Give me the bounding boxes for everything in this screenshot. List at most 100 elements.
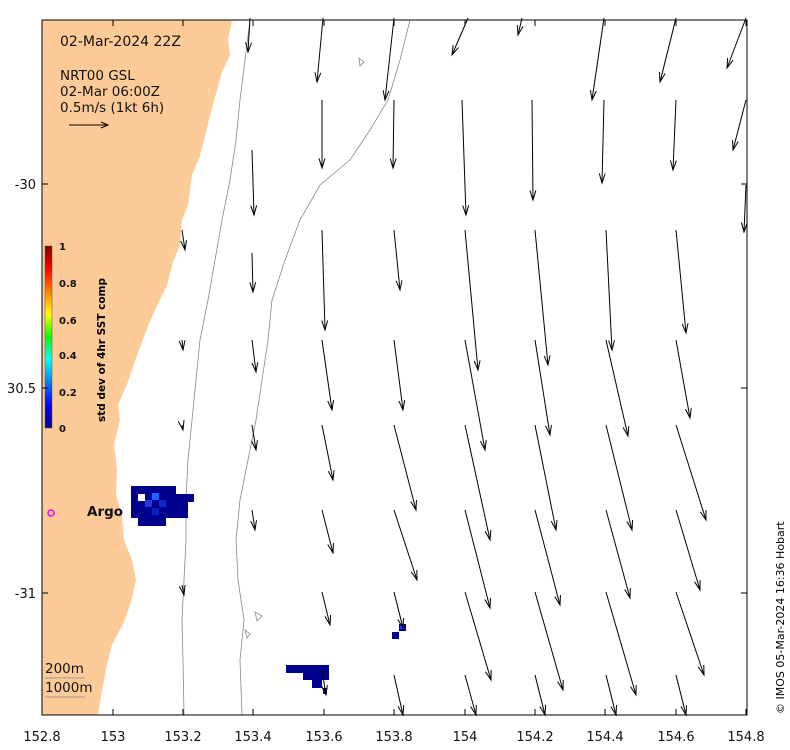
current-arrow xyxy=(393,339,406,412)
isobath-200m xyxy=(181,19,251,716)
current-arrow xyxy=(605,339,630,438)
current-arrow xyxy=(464,591,492,682)
x-tick-label: 153.4 xyxy=(234,730,271,745)
axis-ticks xyxy=(41,20,747,715)
current-arrow xyxy=(321,339,335,412)
current-arrow xyxy=(178,339,186,352)
colorbar-tick-02: 0.2 xyxy=(59,388,77,399)
x-axis-labels: 152.8 153 153.2 153.4 153.6 153.8 154 15… xyxy=(23,730,764,745)
current-arrow xyxy=(675,591,705,677)
current-arrow xyxy=(740,184,748,234)
current-arrow xyxy=(675,509,701,592)
current-arrow xyxy=(534,591,564,692)
x-tick-label: 154.8 xyxy=(727,730,764,745)
current-arrow xyxy=(732,99,747,152)
sst-cell xyxy=(131,494,194,502)
current-arrow xyxy=(534,509,561,607)
current-arrow xyxy=(669,99,677,172)
current-arrow xyxy=(464,674,477,717)
sst-cell xyxy=(392,632,399,639)
coastline-land xyxy=(42,20,232,715)
product-time: 02-Mar 06:00Z xyxy=(60,84,160,100)
current-arrow xyxy=(461,99,470,217)
current-arrow xyxy=(464,424,492,542)
current-arrow xyxy=(726,17,747,70)
current-arrow xyxy=(658,17,677,84)
current-arrow xyxy=(675,424,707,522)
current-arrow xyxy=(605,591,637,697)
isobath-island xyxy=(244,57,365,639)
sst-cell xyxy=(303,673,329,680)
current-arrow xyxy=(321,669,328,697)
y-tick-label: -31 xyxy=(15,587,36,602)
depth-legend-1000: 1000m xyxy=(45,680,93,696)
sst-cell xyxy=(312,680,322,688)
current-vectors xyxy=(177,17,748,717)
x-tick-label: 154 xyxy=(453,730,478,745)
argo-label: Argo xyxy=(87,504,124,520)
current-arrow xyxy=(393,509,418,582)
sst-cell xyxy=(152,508,159,515)
current-arrow xyxy=(251,424,258,452)
current-arrow xyxy=(389,99,397,170)
current-arrow xyxy=(534,339,552,437)
current-arrow xyxy=(250,509,257,532)
current-arrow xyxy=(675,339,692,420)
current-arrow xyxy=(605,424,634,532)
current-arrow xyxy=(675,229,689,335)
colorbar xyxy=(44,245,53,429)
current-arrow xyxy=(393,229,403,292)
current-arrow xyxy=(321,424,335,482)
current-arrow xyxy=(464,509,492,610)
current-arrow xyxy=(245,17,252,54)
x-tick-label: 154.6 xyxy=(657,730,694,745)
current-arrow xyxy=(598,99,606,185)
current-arrow xyxy=(177,420,185,432)
product-info: NRT00 GSL 02-Mar 06:00Z 0.5m/s (1kt 6h) xyxy=(60,68,164,116)
current-arrow xyxy=(393,424,417,512)
x-tick-label: 154.4 xyxy=(586,730,623,745)
credit-text: © IMOS 05-Mar-2024 16:36 Hobart xyxy=(774,521,787,714)
y-tick-label: -30 xyxy=(15,178,36,193)
y-tick-label: 30.5 xyxy=(7,382,36,397)
isobath-1000m xyxy=(235,19,411,716)
current-arrow xyxy=(534,674,547,717)
current-arrow xyxy=(321,229,329,332)
sst-cell xyxy=(145,500,152,507)
sst-cell xyxy=(159,500,166,507)
argo-float-marker xyxy=(47,509,55,517)
sst-cell xyxy=(131,486,176,494)
current-arrow xyxy=(251,339,259,374)
current-arrow xyxy=(534,229,551,367)
colorbar-tick-0: 0 xyxy=(59,424,66,435)
x-tick-label: 153 xyxy=(101,730,126,745)
current-arrow xyxy=(180,229,187,252)
x-tick-label: 153.2 xyxy=(164,730,201,745)
x-tick-label: 153.6 xyxy=(305,730,342,745)
current-arrow xyxy=(314,17,324,84)
current-arrow xyxy=(249,252,257,294)
colorbar-tick-08: 0.8 xyxy=(59,279,77,290)
current-arrow xyxy=(589,17,605,102)
sst-cell xyxy=(152,518,166,525)
depth-legend-200: 200m xyxy=(45,661,84,677)
colorbar-ticks: 1 0.8 0.6 0.4 0.2 0 xyxy=(59,242,77,435)
sst-cell xyxy=(174,510,188,518)
current-arrow xyxy=(516,17,524,37)
current-arrow xyxy=(321,509,334,555)
sst-cell xyxy=(152,493,159,500)
sst-stddev-cells xyxy=(131,486,406,694)
current-arrow xyxy=(464,229,481,372)
sst-cell xyxy=(286,665,329,673)
current-arrow xyxy=(451,17,469,57)
x-tick-label: 152.8 xyxy=(23,730,60,745)
current-arrow xyxy=(464,339,487,452)
vector-scale-label: 0.5m/s (1kt 6h) xyxy=(60,100,165,116)
colorbar-tick-06: 0.6 xyxy=(59,316,77,327)
x-tick-label: 154.2 xyxy=(516,730,553,745)
current-arrow xyxy=(382,17,395,102)
sst-cell xyxy=(138,494,145,501)
x-tick-label: 153.8 xyxy=(375,730,412,745)
colorbar-tick-1: 1 xyxy=(59,242,66,253)
